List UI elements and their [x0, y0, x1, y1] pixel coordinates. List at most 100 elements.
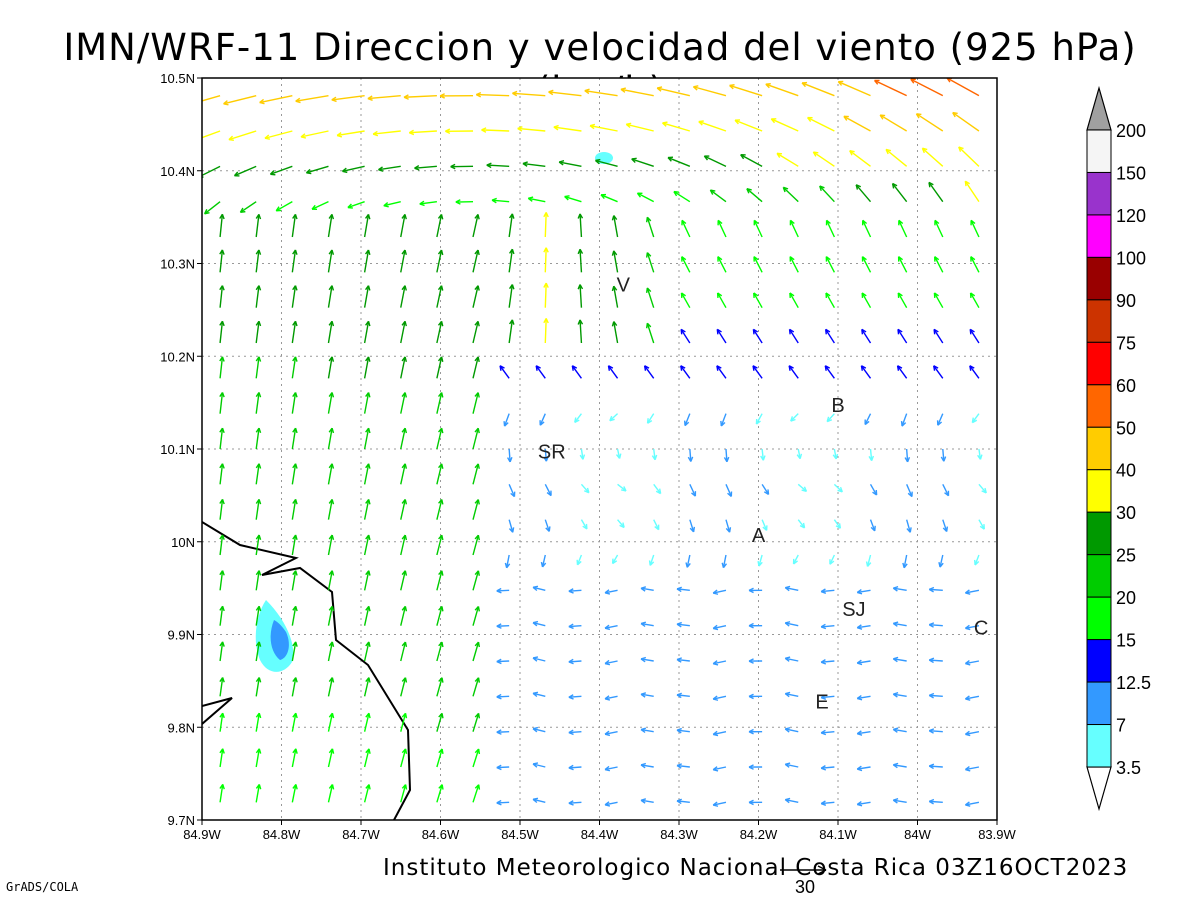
- wind-arrow: [419, 200, 437, 207]
- wind-arrow: [748, 728, 763, 735]
- wind-arrow: [716, 365, 727, 379]
- wind-arrow: [861, 256, 872, 273]
- wind-arrow: [255, 427, 262, 450]
- wind-arrow: [667, 156, 691, 167]
- wind-arrow: [543, 318, 549, 344]
- wind-arrow: [640, 762, 654, 769]
- wind-arrow: [400, 356, 408, 379]
- y-tick-label: 10.2N: [160, 349, 195, 364]
- wind-arrow: [295, 94, 329, 104]
- wind-arrow: [202, 94, 221, 102]
- wind-arrow: [436, 285, 444, 308]
- wind-arrow: [327, 677, 335, 697]
- wind-arrow: [539, 413, 546, 426]
- city-labels: V B SR A SJ C E: [538, 274, 988, 713]
- wind-arrow: [472, 784, 481, 803]
- wind-arrow: [712, 695, 727, 701]
- wind-arrow: [748, 693, 763, 700]
- wind-arrow: [648, 554, 655, 566]
- wind-arrow: [676, 621, 690, 628]
- wind-arrow: [928, 586, 943, 593]
- wind-arrow: [970, 219, 980, 238]
- wind-arrow: [508, 284, 515, 308]
- wind-arrow: [861, 219, 872, 238]
- wind-arrow: [725, 484, 733, 497]
- colorbar-label: 90: [1116, 291, 1136, 311]
- wind-arrow: [898, 219, 908, 238]
- wind-arrow: [717, 256, 727, 273]
- wind-arrow: [676, 798, 690, 805]
- wind-arrow: [645, 287, 655, 308]
- wind-arrow: [219, 534, 225, 556]
- wind-arrow: [291, 641, 298, 662]
- wind-arrow: [540, 554, 547, 568]
- wind-arrow: [219, 285, 225, 308]
- colorbar-swatch: [1086, 724, 1112, 768]
- wind-arrow: [797, 483, 808, 493]
- wind-arrow: [363, 712, 371, 732]
- wind-arrow: [363, 285, 371, 308]
- wind-arrow: [259, 94, 293, 105]
- wind-arrow: [327, 498, 335, 520]
- wind-arrow: [938, 554, 944, 568]
- colorbar-label: 40: [1116, 461, 1136, 481]
- wind-arrow: [604, 589, 618, 595]
- wind-arrow: [436, 320, 444, 344]
- wind-arrow: [363, 677, 371, 697]
- wind-arrow: [673, 190, 691, 203]
- colorbar-swatch: [1086, 426, 1112, 471]
- wind-arrow: [508, 248, 515, 273]
- wind-arrow: [327, 392, 335, 414]
- wind-arrow: [580, 519, 588, 530]
- colorbar-swatch: [1086, 171, 1112, 216]
- wind-arrow: [723, 448, 730, 463]
- wind-arrow: [680, 292, 691, 309]
- colorbar-label: 7: [1116, 716, 1126, 736]
- wind-arrow: [414, 165, 437, 171]
- wind-arrow: [874, 79, 907, 97]
- wind-arrow: [568, 800, 582, 806]
- wind-arrow: [203, 201, 221, 215]
- wind-arrow: [609, 413, 619, 422]
- wind-arrow: [577, 213, 584, 238]
- wind-arrow: [255, 463, 262, 485]
- wind-arrow: [532, 797, 546, 804]
- wind-arrow: [755, 413, 763, 425]
- wind-arrow: [504, 554, 511, 569]
- x-tick-label: 84.7W: [342, 827, 380, 842]
- wind-arrow: [574, 413, 582, 424]
- wind-arrow: [833, 483, 843, 493]
- wind-arrow: [885, 148, 908, 167]
- wind-arrow: [255, 356, 262, 379]
- wind-arrow: [790, 413, 799, 422]
- city-label: SJ: [842, 599, 865, 621]
- wind-arrow: [400, 570, 408, 591]
- wind-arrow: [864, 413, 872, 426]
- wind-arrow: [640, 621, 654, 628]
- wind-arrow: [653, 483, 662, 495]
- wind-arrow: [748, 658, 763, 664]
- wind-arrow: [327, 712, 335, 732]
- wind-arrow: [553, 124, 582, 132]
- wind-arrow: [275, 201, 293, 212]
- wind-arrow: [255, 641, 262, 662]
- wind-arrow: [327, 570, 335, 591]
- colorbar-label: 75: [1116, 333, 1136, 353]
- wind-arrow: [327, 213, 335, 238]
- wind-arrow: [508, 484, 516, 498]
- wind-arrow: [496, 764, 510, 771]
- wind-arrow: [367, 94, 401, 101]
- wind-arrow: [472, 677, 481, 697]
- wind-arrow: [548, 89, 582, 97]
- wind-arrow: [653, 519, 660, 531]
- wind-arrow: [752, 365, 763, 379]
- wind-arrow: [496, 658, 510, 665]
- wind-arrow: [219, 641, 225, 662]
- wind-arrow: [837, 80, 871, 97]
- wind-arrow: [255, 712, 262, 732]
- wind-arrow: [363, 570, 371, 591]
- wind-arrow: [604, 659, 618, 666]
- wind-arrow: [712, 801, 727, 807]
- wind-arrow: [255, 570, 262, 591]
- wind-arrow: [869, 519, 876, 532]
